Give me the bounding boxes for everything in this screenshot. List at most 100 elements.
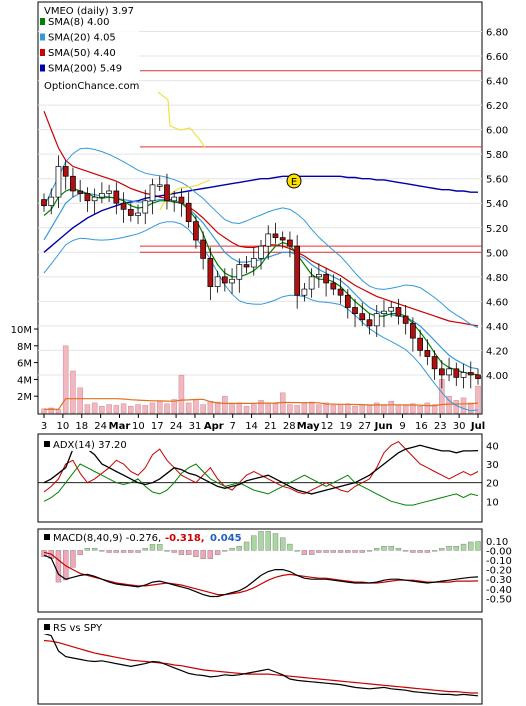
volume-bar [142,405,149,414]
volume-bar [388,400,394,414]
candle [164,173,170,210]
macd-histogram-bar [431,550,438,552]
candle [265,225,272,260]
candle [438,360,445,389]
adx-tick-label: 30 [486,460,499,471]
candle [287,231,293,258]
candle [337,278,344,304]
candle [48,188,55,215]
macd-histogram-bar [106,550,112,553]
macd-histogram-bar [374,548,380,551]
price-tick-label: 4.80 [486,273,508,284]
candle [171,190,178,212]
legend-entry: SMA(50) 4.40 [48,48,116,59]
candle [142,189,149,225]
volume-bar [55,409,62,414]
macd-histogram-bar [417,550,423,553]
x-tick-label: 16 [415,421,428,432]
volume-bar [381,404,387,414]
volume-bar [323,402,329,414]
adx-tick-label: 10 [486,497,499,508]
macd-histogram-bar [308,550,315,555]
candle [431,350,438,380]
candle [272,222,279,244]
legend-swatch [40,18,45,25]
x-axis: 3 10 18 24 Mar 10 17 24 31 Apr 7 14 21 28 May 12 19 27 Jun… [41,414,485,432]
price-panel-frame [37,1,483,415]
volume-tick-label: 2M [17,392,32,403]
volume-bar [164,403,170,414]
macd-histogram-bar [113,550,119,553]
x-tick-label: 31 [189,421,202,432]
volume-bar [193,399,199,414]
macd-histogram-bar [222,550,228,552]
volume-bar [468,402,474,414]
macd-tick-label: -0.40 [486,585,512,596]
macd-histogram-bar [243,541,250,551]
candle [200,231,206,270]
adx-line [43,444,479,495]
price-tick-label: 6.40 [486,77,508,88]
candle [344,289,351,319]
macd-histogram-bar [186,550,192,555]
x-tick-label: 30 [453,421,466,432]
macd-tick-label: -0.10 [486,556,512,567]
volume-bar [128,406,134,414]
volume-bar [185,402,192,414]
macd-histogram-bar [316,550,322,553]
volume-bar [359,404,366,414]
legend-entry: SMA(20) 4.05 [48,33,116,44]
adx-tick-label: 20 [486,479,499,490]
macd-histogram-bar [352,550,358,553]
x-tick-label: 10 [57,421,70,432]
candle [84,187,91,212]
candle [221,268,228,292]
macd-histogram-bar [214,550,221,555]
macd-histogram-bar [142,548,148,551]
x-tick-label: 24 [170,421,183,432]
macd-histogram-bar [468,541,474,551]
volume-bar [70,370,76,414]
price-panel: 6.80 6.60 6.40 6.20 6.00 5.80 5.60 5.40 5.20 5.00… [11,1,508,415]
price-tick-label: 5.20 [486,224,508,235]
macd-tick-label: -0.00 [486,546,512,557]
macd-tick-label: -0.50 [486,594,512,605]
candle [229,268,235,294]
x-tick-label: Jun [374,421,393,432]
price-tick-label: 6.20 [486,101,508,112]
candle [236,258,243,293]
macd-tick-label: -0.30 [486,575,512,586]
candle [402,305,409,335]
macd-label: MACD(8,40,9) -0.276, [53,533,161,544]
volume-bar [135,404,141,414]
resistance-lines [140,70,482,253]
volume-bar [272,403,279,414]
x-tick-label: 10 [132,421,145,432]
volume-bar [243,406,250,414]
candle [308,268,315,298]
macd-histogram-bar [446,546,452,551]
macd-tick-label: -0.20 [486,566,512,577]
sma50-line [43,110,479,327]
macd-histogram-bar [171,550,177,553]
volume-bar [156,400,163,414]
earnings-marker-label: E [291,177,297,188]
macd-histogram-bar [345,550,351,553]
volume-bars [41,345,481,414]
volume-bar [402,404,409,414]
x-tick-label: 18 [75,421,88,432]
price-tick-label: 6.80 [486,28,508,39]
macd-histogram-bar [453,546,459,551]
legend-swatch [40,64,45,72]
x-tick-label: May [297,421,320,432]
volume-bar [352,406,358,414]
bollinger-lower-line [43,221,479,412]
macd-line [43,554,479,598]
macd-histogram-bar [424,550,431,553]
candle [258,240,264,270]
volume-average-line [43,398,479,411]
macd-histogram-bar [395,548,402,551]
price-tick-label: 4.40 [486,322,508,333]
candle [99,182,105,204]
volume-bar [337,404,344,414]
